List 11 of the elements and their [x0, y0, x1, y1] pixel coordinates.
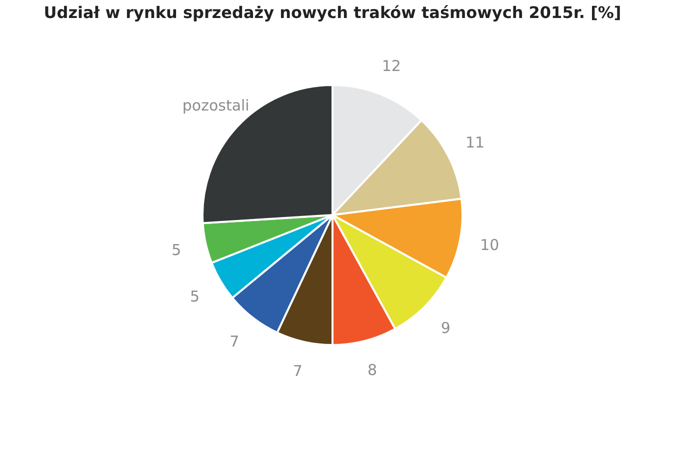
data-label: 7	[230, 332, 240, 350]
data-label: 9	[440, 319, 450, 338]
chart-title: Udział w rynku sprzedaży nowych traków taśmowych 2015r. [%]	[44, 3, 622, 22]
data-label: 12	[382, 57, 401, 76]
data-label: 5	[190, 287, 200, 306]
data-label: 5	[172, 240, 182, 259]
data-label: 11	[466, 133, 485, 152]
data-label: 10	[480, 236, 500, 254]
data-label: 7	[292, 362, 302, 380]
slice-label: pozostali	[182, 96, 250, 114]
data-label: 8	[368, 360, 378, 379]
